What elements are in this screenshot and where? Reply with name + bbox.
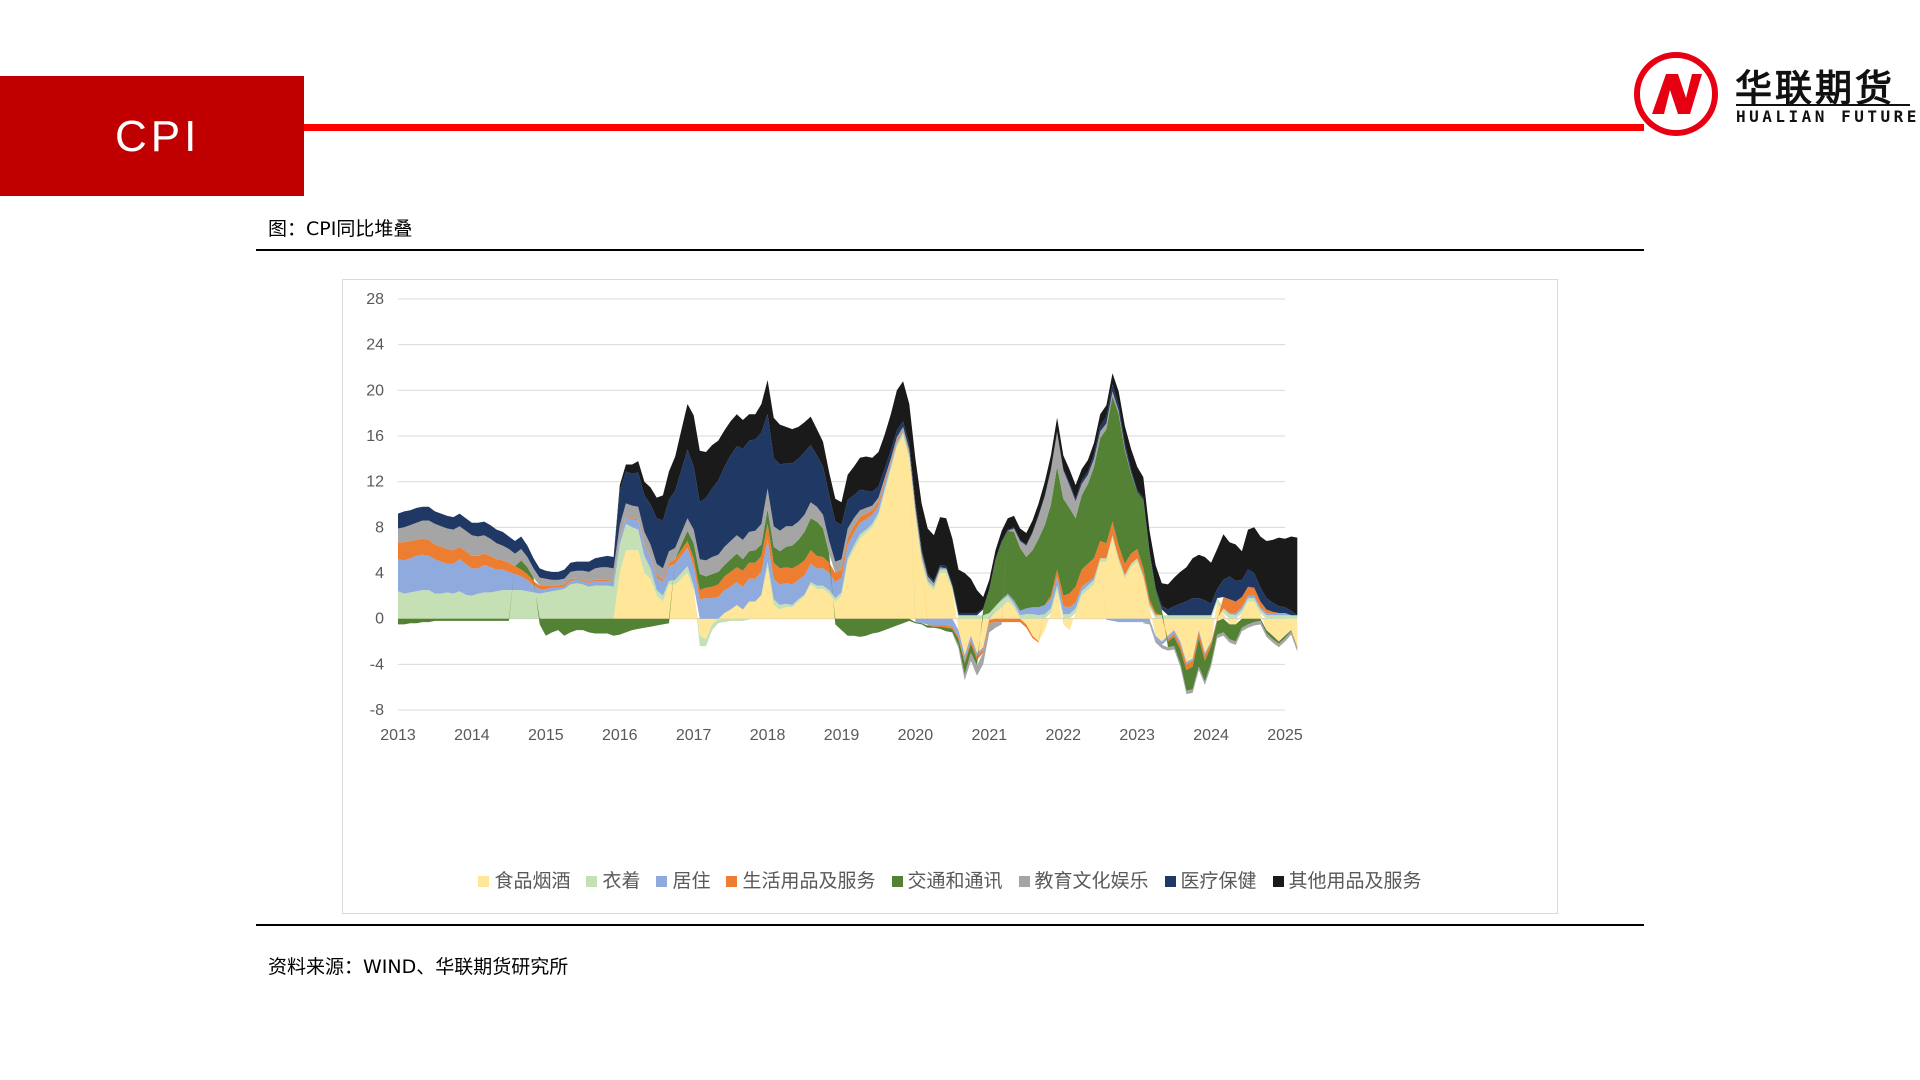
data-source-note: 资料来源：WIND、华联期货研究所 <box>268 956 569 978</box>
legend-label: 交通和通讯 <box>907 870 1003 892</box>
x-tick-label: 2023 <box>1119 727 1155 744</box>
area-series-居住 <box>398 431 1298 665</box>
area-series-其他用品及服务 <box>398 373 1298 616</box>
x-tick-label: 2020 <box>898 727 934 744</box>
y-tick-label: 8 <box>375 519 384 536</box>
legend-label: 衣着 <box>602 870 641 892</box>
y-tick-label: 20 <box>366 382 384 399</box>
y-axis-ticks: -8 -4 0 4 8 12 16 20 24 28 <box>366 291 384 719</box>
legend-item: 教育文化娱乐 <box>1018 866 1149 893</box>
area-series-交通和通讯 <box>398 396 1298 691</box>
section-title: CPI <box>115 112 201 161</box>
legend-swatch <box>726 876 738 887</box>
area-series <box>398 373 1298 694</box>
y-tick-label: 16 <box>366 428 384 445</box>
legend-item: 其他用品及服务 <box>1272 866 1422 893</box>
y-tick-label: 24 <box>366 337 384 354</box>
x-tick-label: 2016 <box>602 727 638 744</box>
x-tick-label: 2014 <box>454 727 490 744</box>
section-title-block: CPI <box>0 76 304 196</box>
logo-emblem-icon <box>1634 52 1718 136</box>
legend-label: 医疗保健 <box>1180 870 1257 892</box>
legend-swatch <box>586 876 598 887</box>
area-series-生活用品及服务 <box>398 430 1298 670</box>
x-axis-ticks: 2013 2014 2015 2016 2017 2018 2019 2020 2021 2022… <box>380 727 1303 744</box>
y-tick-label: 12 <box>366 474 384 491</box>
legend-item: 医疗保健 <box>1164 866 1257 893</box>
legend-label: 其他用品及服务 <box>1288 870 1422 892</box>
legend-item: 居住 <box>656 866 710 893</box>
legend-item: 生活用品及服务 <box>726 866 876 893</box>
legend-swatch <box>1018 876 1030 887</box>
logo-english-name: HUALIAN FUTURES <box>1736 107 1920 126</box>
legend-label: 教育文化娱乐 <box>1034 870 1149 892</box>
y-tick-label: 0 <box>375 611 384 628</box>
chart-frame: -8 -4 0 4 8 12 16 20 24 28 2013 2014 2015 2016 2017 20… <box>342 279 1558 914</box>
legend-item: 衣着 <box>586 866 640 893</box>
x-tick-label: 2018 <box>750 727 786 744</box>
x-tick-label: 2025 <box>1267 727 1303 744</box>
x-tick-label: 2021 <box>972 727 1008 744</box>
x-tick-label: 2022 <box>1045 727 1081 744</box>
y-tick-label: 4 <box>375 565 384 582</box>
legend-swatch <box>1164 876 1176 887</box>
chart-legend: 食品烟酒 衣着 居住 生活用品及服务 交通和通讯 教育文化娱乐 医疗保健 其他用品及服务 <box>343 866 1557 893</box>
y-tick-label: -8 <box>370 702 384 719</box>
legend-item: 交通和通讯 <box>891 866 1003 893</box>
legend-swatch <box>1272 876 1284 887</box>
x-tick-label: 2024 <box>1193 727 1229 744</box>
y-tick-label: -4 <box>370 656 384 673</box>
legend-label: 生活用品及服务 <box>742 870 876 892</box>
legend-label: 食品烟酒 <box>494 870 571 892</box>
header-rule <box>304 124 1644 131</box>
logo-divider <box>1736 104 1910 106</box>
legend-swatch <box>656 876 668 887</box>
x-tick-label: 2013 <box>380 727 416 744</box>
figure-bottom-rule <box>256 924 1644 926</box>
legend-swatch <box>478 876 490 887</box>
logo-chinese-name: 华联期货 <box>1735 67 1895 110</box>
y-tick-label: 28 <box>366 291 384 308</box>
legend-item: 食品烟酒 <box>478 866 570 893</box>
area-series-食品烟酒 <box>398 436 1298 663</box>
company-logo: 华联期货 HUALIAN FUTURES <box>1632 50 1920 138</box>
x-tick-label: 2015 <box>528 727 564 744</box>
legend-label: 居住 <box>672 870 711 892</box>
x-tick-label: 2017 <box>676 727 712 744</box>
legend-swatch <box>891 876 903 887</box>
figure-top-rule <box>256 249 1644 251</box>
figure-caption: 图：CPI同比堆叠 <box>268 218 413 240</box>
x-tick-label: 2019 <box>824 727 860 744</box>
